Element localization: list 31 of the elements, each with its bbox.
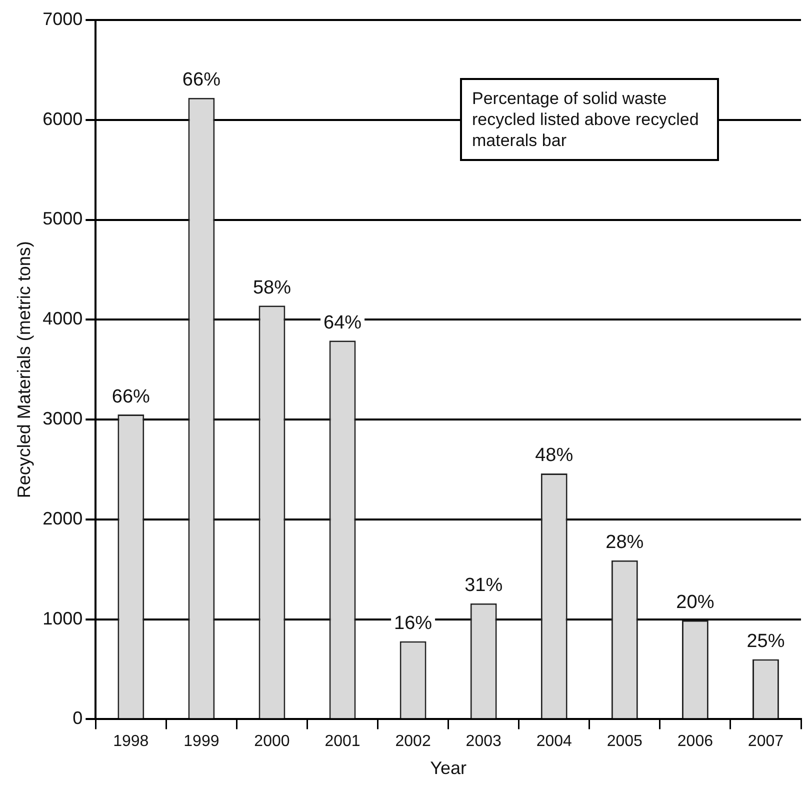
annotation: 28% [606, 532, 644, 554]
annotation: 48% [535, 445, 574, 466]
annotation: 64% [324, 312, 362, 334]
x-tick-label: 2003 [466, 733, 502, 750]
y-tick-label: 6000 [42, 108, 83, 129]
x-tick-label: 2007 [748, 733, 784, 750]
y-tick-label: 2000 [42, 508, 83, 528]
y-tick-label: 3000 [42, 408, 83, 429]
x-tick-label: 2002 [395, 733, 431, 750]
x-tick-label: 1998 [113, 733, 149, 750]
annotation: 16% [394, 613, 432, 634]
x-tick-label: 2005 [606, 733, 643, 750]
x-tick-label: 2000 [254, 733, 290, 750]
annotation: 20% [676, 592, 714, 614]
annotation: 66% [112, 386, 150, 408]
y-tick-label: 7000 [42, 8, 83, 29]
x-axis-title: Year [430, 758, 467, 778]
x-tick-label: 1999 [184, 733, 220, 750]
annotation: 25% [746, 631, 785, 652]
annotation: 66% [182, 70, 221, 91]
annotation: Percentage of solid waste recycled listed above recycled materals bar [460, 78, 719, 161]
y-axis-title: Recycled Materials (metric tons) [14, 241, 34, 498]
annotation: 31% [464, 575, 503, 596]
x-tick-label: 2001 [324, 733, 360, 750]
x-tick-label: 2006 [677, 733, 714, 750]
y-tick-label: 1000 [42, 608, 83, 628]
y-tick-label: 0 [72, 708, 83, 728]
x-tick-label: 2004 [536, 733, 572, 750]
y-tick-label: 5000 [42, 208, 83, 229]
y-tick-label: 4000 [42, 308, 83, 329]
annotation: 58% [252, 277, 292, 298]
